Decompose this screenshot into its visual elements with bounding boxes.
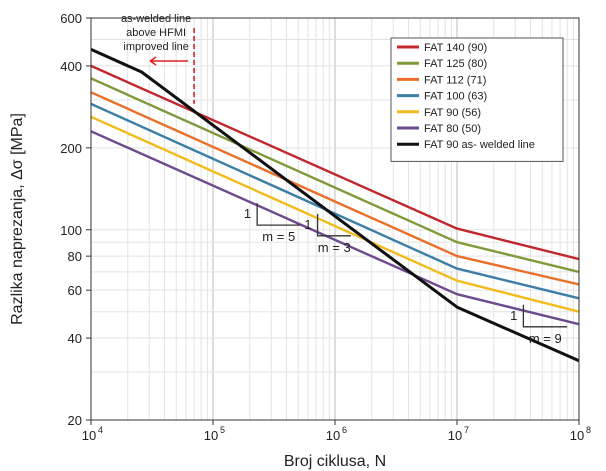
slope-m-label: m = 5 bbox=[262, 229, 295, 244]
y-tick-label: 40 bbox=[68, 331, 82, 346]
series-line bbox=[90, 102, 580, 300]
legend: FAT 140 (90) FAT 125 (80) FAT 112 (71) FAT … bbox=[390, 37, 564, 162]
y-axis-ticks: 20 40 60 80 100 200 400 600 bbox=[60, 11, 91, 428]
slope-one-label: 1 bbox=[244, 206, 251, 221]
legend-box bbox=[390, 37, 564, 162]
slope-triangle bbox=[522, 304, 568, 328]
note-text-line: as-welded line bbox=[121, 13, 191, 25]
note-arrow-icon bbox=[149, 56, 189, 66]
note-text-line: above HFMI bbox=[126, 27, 186, 39]
x-tick-label: 10 bbox=[204, 428, 218, 443]
x-tick-label: 10 bbox=[448, 428, 462, 443]
x-tick-label: 10 bbox=[326, 428, 340, 443]
series-line bbox=[90, 77, 580, 274]
slope-one-label: 1 bbox=[510, 308, 517, 323]
y-tick-label: 100 bbox=[60, 223, 82, 238]
annotation-layer: as-welded line above HFMI improved line … bbox=[121, 13, 568, 346]
legend-label: FAT 112 (71) bbox=[424, 74, 486, 86]
series-line bbox=[90, 64, 580, 261]
x-tick-exponent: 8 bbox=[586, 425, 591, 435]
series-layer bbox=[90, 48, 580, 363]
y-tick-label: 400 bbox=[60, 59, 82, 74]
legend-label: FAT 125 (80) bbox=[424, 58, 487, 70]
slope-triangle bbox=[316, 213, 351, 237]
x-tick-exponent: 5 bbox=[220, 425, 225, 435]
legend-label: FAT 140 (90) bbox=[424, 42, 487, 54]
series-line bbox=[90, 48, 580, 363]
legend-label: FAT 80 (50) bbox=[424, 123, 481, 135]
y-tick-label: 80 bbox=[68, 249, 82, 264]
slope-one-label: 1 bbox=[304, 217, 311, 232]
x-tick-exponent: 4 bbox=[98, 425, 103, 435]
legend-label: FAT 90 as- welded line bbox=[424, 139, 535, 151]
series-line bbox=[90, 91, 580, 286]
x-tick-label: 10 bbox=[570, 428, 584, 443]
slope-triangle bbox=[256, 203, 301, 226]
y-tick-label: 60 bbox=[68, 283, 82, 298]
note-text-line: improved line bbox=[123, 41, 188, 53]
x-tick-exponent: 6 bbox=[342, 425, 347, 435]
x-axis-ticks: 10 4 10 5 10 6 10 7 10 8 bbox=[82, 420, 591, 443]
series-line bbox=[90, 115, 580, 313]
series-line bbox=[90, 130, 580, 326]
legend-label: FAT 90 (56) bbox=[424, 107, 481, 119]
x-tick-label: 10 bbox=[82, 428, 96, 443]
y-tick-label: 600 bbox=[60, 11, 82, 26]
y-axis-label: Razlika naprezanja, Δσ [MPa] bbox=[9, 113, 26, 325]
x-axis-label: Broj ciklusa, N bbox=[284, 453, 386, 470]
slope-m-label: m = 9 bbox=[529, 331, 562, 346]
legend-label: FAT 100 (63) bbox=[424, 91, 487, 103]
y-tick-label: 20 bbox=[68, 413, 82, 428]
y-tick-label: 200 bbox=[60, 141, 82, 156]
slope-m-label: m = 3 bbox=[318, 240, 351, 255]
x-tick-exponent: 7 bbox=[464, 425, 469, 435]
